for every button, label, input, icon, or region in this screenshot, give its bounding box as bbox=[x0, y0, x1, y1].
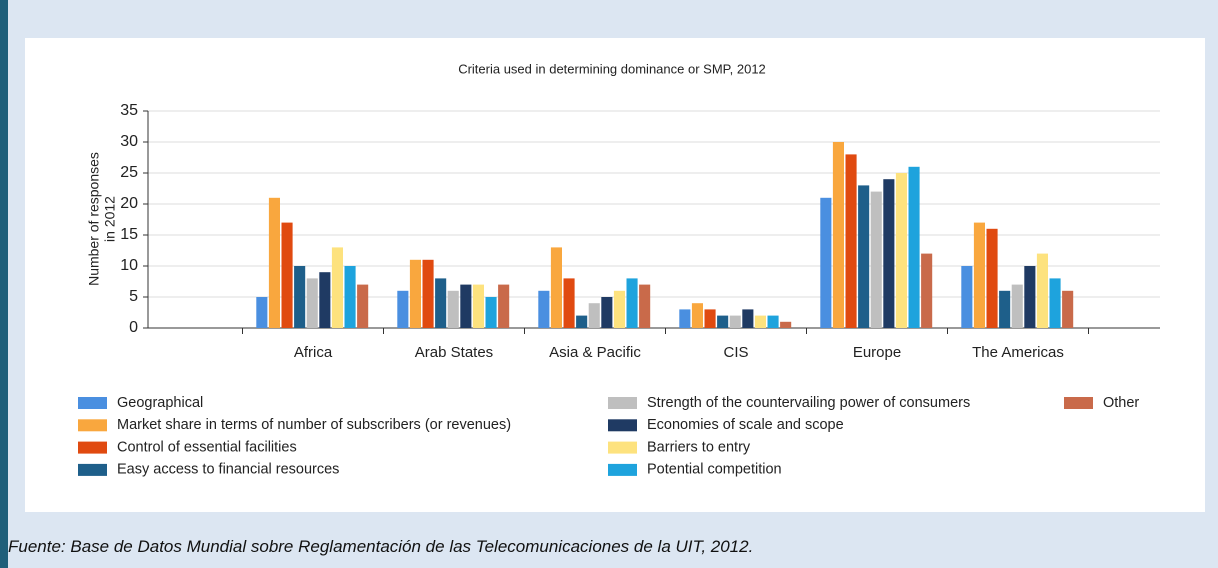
bar bbox=[498, 284, 510, 328]
bar bbox=[1062, 290, 1074, 328]
bar bbox=[1011, 284, 1023, 328]
legend-label: Other bbox=[1103, 395, 1139, 411]
legend-swatch bbox=[78, 441, 107, 454]
bar bbox=[281, 222, 293, 328]
y-axis-label: in 2012 bbox=[102, 196, 118, 242]
legend-label: Control of essential facilities bbox=[117, 439, 297, 455]
legend-label: Economies of scale and scope bbox=[647, 417, 844, 433]
bar bbox=[331, 247, 343, 328]
bar bbox=[729, 315, 741, 328]
y-tick-label: 25 bbox=[120, 164, 138, 181]
legend-swatch bbox=[78, 419, 107, 432]
legend-label: Potential competition bbox=[647, 462, 782, 478]
x-tick-label: Asia & Pacific bbox=[549, 344, 641, 361]
bar bbox=[820, 197, 832, 328]
bar bbox=[460, 284, 472, 328]
bar bbox=[256, 297, 268, 328]
legend-swatch bbox=[608, 463, 637, 476]
bar bbox=[704, 309, 716, 328]
bar bbox=[409, 259, 421, 328]
bar bbox=[613, 290, 625, 328]
bar bbox=[1024, 266, 1036, 328]
bar bbox=[767, 315, 779, 328]
y-tick-label: 20 bbox=[120, 195, 138, 212]
bar bbox=[588, 303, 600, 328]
bar bbox=[601, 297, 613, 328]
legend-swatch bbox=[608, 419, 637, 432]
legend-label: Market share in terms of number of subsc… bbox=[117, 417, 511, 433]
bar bbox=[780, 321, 792, 328]
bar bbox=[973, 222, 985, 328]
bar bbox=[754, 315, 766, 328]
bar bbox=[485, 297, 497, 328]
bar bbox=[397, 290, 409, 328]
legend-swatch bbox=[1064, 397, 1093, 409]
bar bbox=[832, 142, 844, 328]
bar bbox=[447, 290, 459, 328]
bar bbox=[921, 253, 933, 328]
bar bbox=[1036, 253, 1048, 328]
x-tick-label: Africa bbox=[294, 344, 333, 361]
bar bbox=[845, 154, 857, 328]
bar bbox=[742, 309, 754, 328]
source-note: Fuente: Base de Datos Mundial sobre Regl… bbox=[8, 537, 754, 556]
chart: Criteria used in determining dominance o… bbox=[25, 38, 1205, 512]
legend-swatch bbox=[78, 397, 107, 409]
bar bbox=[626, 278, 638, 328]
bar bbox=[357, 284, 369, 328]
legend-swatch bbox=[78, 463, 107, 476]
y-tick-label: 0 bbox=[129, 319, 138, 336]
chart-title: Criteria used in determining dominance o… bbox=[458, 61, 766, 76]
x-tick-label: The Americas bbox=[972, 344, 1064, 361]
x-tick-label: CIS bbox=[723, 344, 748, 361]
legend-label: Barriers to entry bbox=[647, 439, 751, 455]
legend-label: Geographical bbox=[117, 395, 203, 411]
y-tick-label: 10 bbox=[120, 257, 138, 274]
bar bbox=[691, 303, 703, 328]
bar bbox=[961, 266, 973, 328]
bar bbox=[717, 315, 729, 328]
bar bbox=[1049, 278, 1061, 328]
bar bbox=[268, 197, 280, 328]
y-tick-label: 5 bbox=[129, 288, 138, 305]
bar bbox=[999, 290, 1011, 328]
legend-label: Strength of the countervailing power of … bbox=[647, 395, 970, 411]
y-axis-label: Number of responses bbox=[86, 152, 102, 286]
x-tick-label: Europe bbox=[853, 344, 901, 361]
bar bbox=[550, 247, 562, 328]
bar bbox=[870, 191, 882, 328]
bar bbox=[422, 259, 434, 328]
bar bbox=[538, 290, 550, 328]
bar bbox=[895, 173, 907, 328]
bar bbox=[986, 228, 998, 328]
legend-swatch bbox=[608, 397, 637, 409]
bar bbox=[679, 309, 691, 328]
y-tick-label: 30 bbox=[120, 133, 138, 150]
y-tick-label: 35 bbox=[120, 102, 138, 119]
legend-label: Easy access to financial resources bbox=[117, 462, 339, 478]
bar bbox=[435, 278, 447, 328]
y-tick-label: 15 bbox=[120, 226, 138, 243]
bar bbox=[908, 166, 920, 328]
bar bbox=[576, 315, 588, 328]
legend-swatch bbox=[608, 441, 637, 454]
bar bbox=[858, 185, 870, 328]
x-tick-label: Arab States bbox=[415, 344, 493, 361]
chart-background bbox=[25, 38, 1205, 512]
bar bbox=[319, 272, 331, 328]
bar bbox=[883, 179, 895, 328]
bar bbox=[563, 278, 575, 328]
bar bbox=[344, 266, 356, 328]
bar bbox=[294, 266, 306, 328]
bar bbox=[639, 284, 651, 328]
side-bar bbox=[0, 0, 8, 568]
bar bbox=[472, 284, 484, 328]
bar bbox=[306, 278, 318, 328]
